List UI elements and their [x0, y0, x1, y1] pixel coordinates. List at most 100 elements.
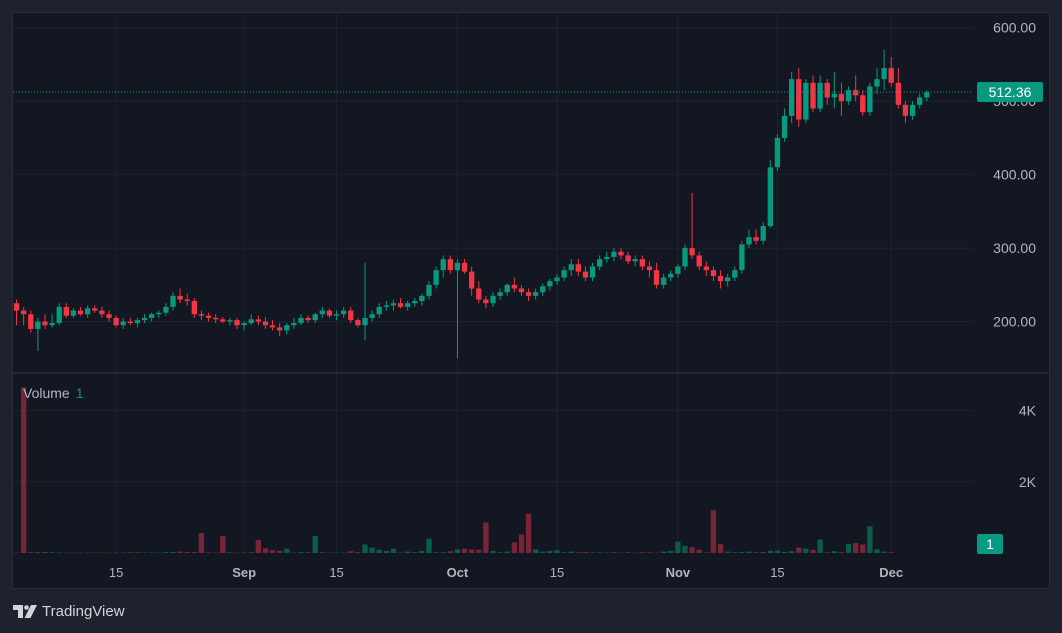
candle-body [205, 315, 212, 318]
volume-bar [774, 550, 781, 553]
candle-body [597, 259, 603, 267]
last-price-badge: 512.36 [977, 82, 1043, 102]
volume-bar [134, 552, 141, 553]
candle-body [191, 301, 197, 315]
candle-body [518, 288, 525, 293]
candle-body [838, 93, 845, 102]
volume-bar [525, 513, 532, 553]
time-axis-label: Sep [232, 565, 256, 580]
candle-body [106, 314, 112, 318]
candle-body [860, 95, 866, 113]
candle-body [362, 317, 368, 326]
volume-bar [227, 552, 233, 553]
candle-body [682, 248, 688, 267]
volume-bar [319, 552, 325, 553]
time-axis-label: Nov [666, 565, 691, 580]
price-axis-label: 600.00 [993, 20, 1036, 36]
candle-body [77, 310, 84, 315]
candle-body [241, 323, 247, 326]
volume-bar [518, 534, 525, 553]
candle-body [661, 277, 667, 285]
candle-body [333, 314, 340, 316]
candle-body [810, 82, 816, 109]
volume-bar [163, 552, 169, 553]
volume-bar [99, 552, 105, 554]
candle-body [909, 104, 916, 116]
candle-body [319, 310, 325, 315]
volume-bar [170, 551, 176, 553]
candle-body [298, 317, 304, 324]
candle-body [760, 226, 766, 241]
volume-bar [703, 552, 709, 553]
candle-body [853, 90, 859, 96]
volume-bar [639, 552, 645, 553]
volume-bar [604, 552, 610, 554]
candle-body [213, 317, 219, 320]
volume-bar [469, 549, 475, 553]
volume-bar [661, 551, 667, 553]
brand-name: TradingView [42, 602, 125, 620]
volume-bar [63, 552, 69, 554]
candle-body [156, 312, 162, 315]
candle-body [845, 90, 852, 102]
candle-body [163, 306, 169, 313]
time-axis-label: Dec [879, 565, 903, 580]
volume-bar [824, 552, 830, 553]
volume-bar [241, 552, 247, 553]
volume-bar [362, 544, 368, 553]
volume-bar [561, 552, 567, 553]
volume-bar [341, 552, 347, 554]
candle-body [454, 262, 461, 271]
volume-bar [419, 550, 425, 553]
volume-bar [554, 550, 560, 553]
volume-bar [867, 526, 873, 553]
volume-bar [248, 552, 254, 553]
volume-bar [28, 551, 34, 553]
volume-bar [277, 550, 283, 553]
volume-bar [397, 552, 404, 553]
volume-bar [447, 551, 453, 553]
candle-body [504, 284, 510, 293]
volume-bar [326, 552, 333, 554]
candle-body [383, 305, 389, 307]
candle-body [639, 259, 645, 267]
volume-bar [845, 544, 852, 553]
volume-bar [853, 543, 859, 553]
candle-body [924, 92, 930, 98]
candle-body [277, 327, 283, 331]
candle-body [220, 319, 226, 322]
candle-body [767, 167, 773, 227]
candle-body [134, 320, 141, 324]
candle-body [419, 295, 425, 301]
volume-bar [348, 551, 354, 553]
candle-body [42, 321, 48, 326]
candle-body [397, 303, 404, 307]
candle-body [469, 271, 475, 289]
candle-body [511, 284, 517, 289]
candle-body [917, 97, 923, 105]
volume-bar [746, 551, 752, 553]
candle-body [440, 259, 446, 271]
candle-body [284, 325, 290, 331]
volume-bar [618, 552, 624, 553]
candle-body [746, 237, 752, 245]
time-axis-label: 15 [109, 565, 123, 580]
candle-body [184, 299, 190, 301]
candle-body [63, 306, 69, 316]
volume-bar [454, 549, 461, 553]
candle-body [390, 303, 397, 306]
volume-bar [127, 552, 133, 553]
candle-body [348, 310, 354, 321]
volume-bar [689, 547, 695, 553]
volume-bar [269, 550, 276, 553]
volume-legend[interactable]: Volume 1 [23, 385, 84, 401]
tradingview-brand[interactable]: TradingView [12, 601, 125, 621]
candle-body [618, 251, 624, 256]
candle-body [803, 82, 809, 120]
volume-bar [49, 552, 55, 553]
volume-bar [483, 522, 489, 553]
volume-bar [611, 552, 617, 553]
volume-bar [42, 551, 48, 553]
